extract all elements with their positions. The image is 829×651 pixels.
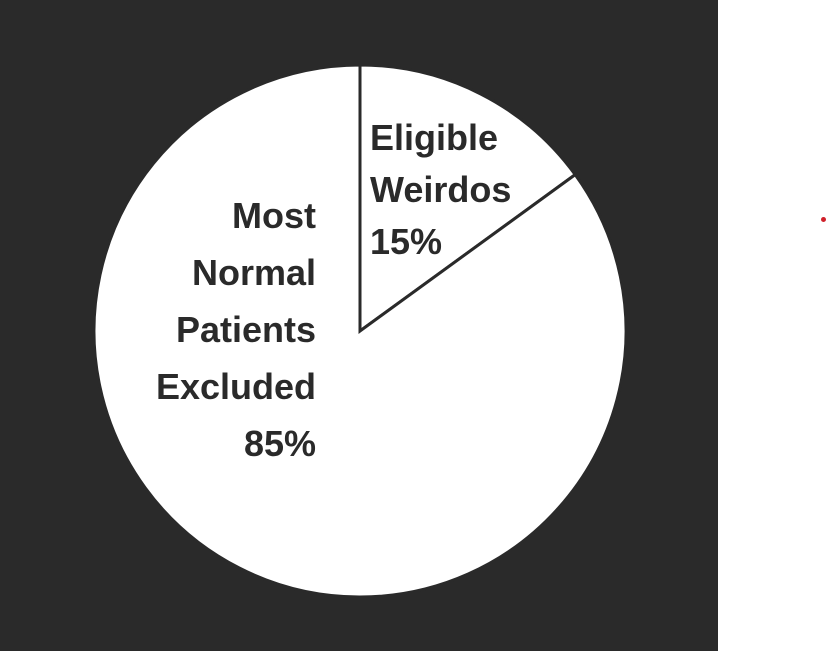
slice-label-2: Most Normal Patients Excluded 85%: [156, 195, 316, 464]
slice-value-label: 85%: [244, 423, 316, 464]
red-dot-marker: [821, 217, 826, 222]
pie-labels: Eligible Weirdos 15% Most Normal Patients Excl…: [156, 117, 511, 464]
pie-slice-2: [92, 63, 628, 599]
slice-value-label: 15%: [370, 221, 442, 262]
slice-label-line: Excluded: [156, 366, 316, 407]
slice-label-line: Most: [232, 195, 316, 236]
slice-label-1: Eligible Weirdos 15%: [370, 117, 511, 262]
pie-slice-1: [358, 63, 578, 334]
slice-label-line: Weirdos: [370, 169, 511, 210]
pie-chart: Eligible Weirdos 15% Most Normal Patients Excl…: [92, 63, 628, 599]
slice-label-line: Normal: [192, 252, 316, 293]
slice-label-line: Eligible: [370, 117, 498, 158]
pie-slices: [92, 63, 628, 599]
slice-label-line: Patients: [176, 309, 316, 350]
